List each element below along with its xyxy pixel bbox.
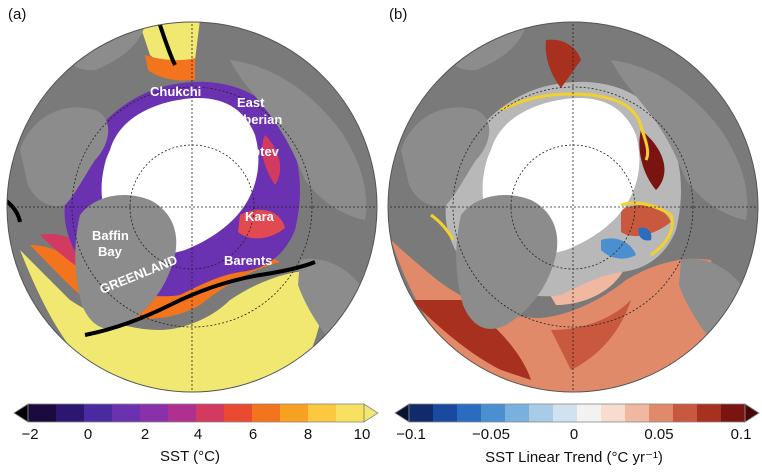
colorbar-swatch	[553, 404, 578, 422]
colorbar-tick: 4	[193, 426, 203, 443]
region-label: Chukchi	[150, 84, 201, 99]
canada-land	[401, 107, 490, 207]
colorbar-swatch	[252, 404, 281, 422]
panel-a: (a)	[6, 6, 379, 465]
siberia-land	[611, 60, 748, 220]
colorbar-border	[408, 403, 746, 423]
siberia-land	[230, 60, 367, 220]
colorbar-swatch	[28, 404, 57, 422]
colorbar-swatch	[280, 404, 309, 422]
colorbar-b	[394, 403, 760, 423]
colorbar-swatch	[529, 404, 554, 422]
colorbar-swatch	[601, 404, 626, 422]
atlantic-trend	[391, 240, 715, 392]
colorbar-tick: 0.1	[730, 426, 752, 443]
colorbar-label: SST (°C)	[160, 448, 220, 465]
colorbar-a	[13, 403, 379, 423]
greenland-land	[75, 195, 177, 329]
region-label: Kara	[245, 209, 275, 224]
colorbar-swatch	[224, 404, 253, 422]
colorbar-label: SST Linear Trend (°C yr⁻¹)	[485, 449, 663, 466]
colorbar-border	[27, 403, 365, 423]
atlantic-trend-dark	[411, 300, 531, 380]
region-label: Bay	[98, 244, 123, 259]
colorbar-tick: 0	[83, 426, 93, 443]
ice-edge-contour	[500, 92, 650, 161]
north-atlantic-warm	[20, 250, 324, 392]
colorbar-extend-high	[744, 403, 760, 423]
atlantic-trend-dark	[551, 300, 631, 370]
isotherm-contour	[7, 198, 22, 223]
colorbar-swatch	[112, 404, 141, 422]
colorbar-swatch	[308, 404, 337, 422]
latitude-circle	[452, 86, 694, 328]
panel-label: (b)	[389, 6, 408, 23]
region-label: Baffin	[92, 228, 129, 243]
colorbar-tick: −0.05	[472, 426, 510, 443]
isotherm-contour	[84, 260, 316, 337]
colorbar-tick: −0.1	[396, 426, 426, 443]
colorbar-extend-low	[394, 403, 410, 423]
colorbar-tick: 8	[303, 426, 313, 443]
colorbar-swatch	[481, 404, 506, 422]
colorbar-swatch	[625, 404, 650, 422]
kara-red	[238, 209, 285, 239]
colorbar-tick: 0.05	[644, 426, 674, 443]
colorbar-swatch	[577, 404, 602, 422]
laptev-red	[262, 135, 281, 185]
region-label: East	[237, 95, 265, 110]
colorbar-swatch	[721, 404, 746, 422]
colorbar-swatch	[56, 404, 85, 422]
region-label: Barents	[224, 253, 272, 268]
map-border	[387, 21, 759, 393]
colorbar-tick: −2	[21, 426, 39, 443]
sst-trend-map	[387, 21, 760, 423]
panel-b: (b)	[381, 0, 762, 474]
chukchi-trend	[545, 39, 581, 88]
colorbar-extend-high	[363, 403, 379, 423]
sst-map: Chukchi East Siberian Laptev Kara Barent…	[6, 21, 379, 423]
latitude-circle	[71, 86, 313, 328]
pacific-orange-patch	[145, 55, 195, 81]
colorbar-swatch	[84, 404, 113, 422]
colorbar-tick: 10	[353, 426, 371, 443]
colorbar-extend-low	[13, 403, 29, 423]
colorbar-swatch	[673, 404, 698, 422]
barents-cooling	[601, 238, 636, 259]
colorbar-swatch	[168, 404, 197, 422]
colorbar-swatch	[433, 404, 458, 422]
kara-trend	[621, 204, 671, 237]
colorbar-swatch	[140, 404, 169, 422]
colorbar-swatch	[649, 404, 674, 422]
colorbar-swatch	[196, 404, 225, 422]
colorbar-tick: 6	[248, 426, 258, 443]
greenland-land	[456, 195, 558, 329]
colorbar-swatch	[457, 404, 482, 422]
colorbar-swatch	[409, 404, 434, 422]
colorbar-tick: 2	[140, 426, 150, 443]
colorbar-swatch	[336, 404, 365, 422]
barents-cooling	[638, 227, 652, 241]
map-border	[6, 21, 378, 393]
pacific-warm-patch	[140, 22, 200, 64]
canada-land	[20, 107, 109, 207]
region-label: Siberian	[231, 112, 282, 127]
colorbar-swatch	[505, 404, 530, 422]
ice-edge-contour	[430, 213, 455, 241]
region-label: Laptev	[237, 144, 280, 159]
colorbar-tick: 0	[569, 426, 579, 443]
panel-label: (a)	[8, 6, 27, 23]
colorbar-swatch	[697, 404, 722, 422]
isotherm-contour	[158, 24, 177, 66]
